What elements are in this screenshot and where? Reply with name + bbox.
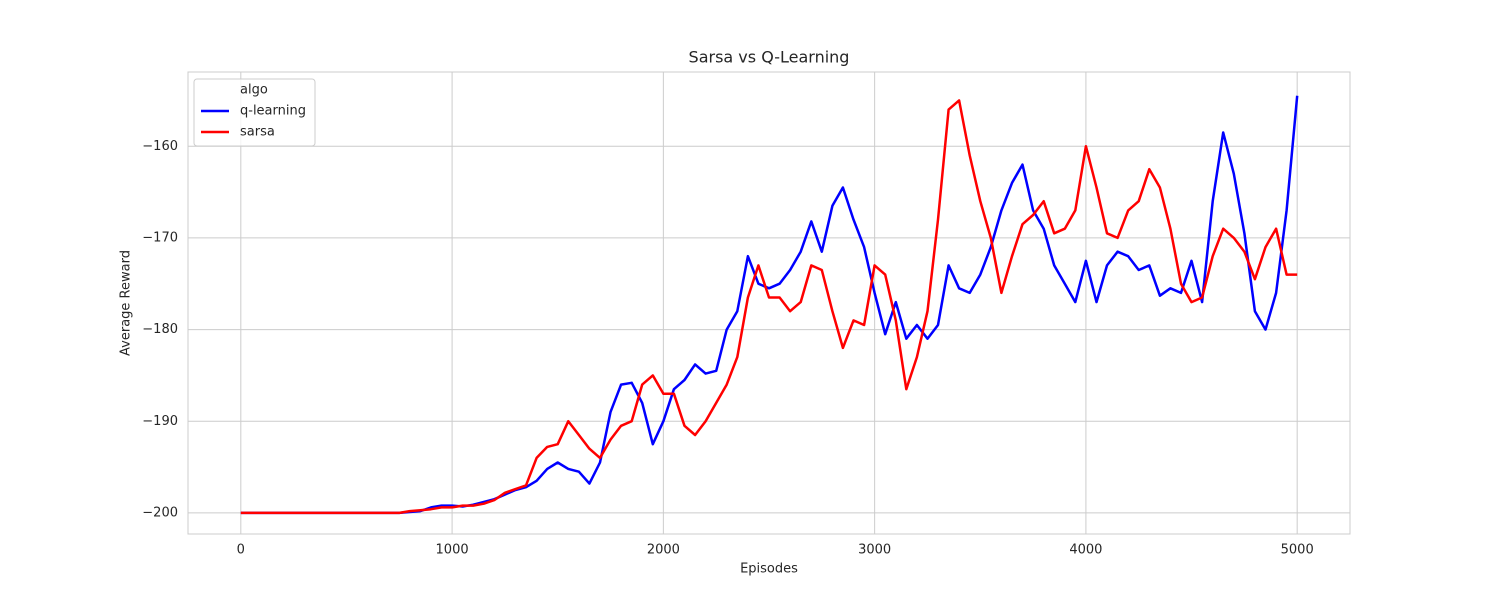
legend-title: algo [240, 83, 268, 98]
x-tick-label: 0 [237, 543, 245, 558]
x-tick-label: 2000 [647, 543, 680, 558]
series-line [240, 99, 1298, 515]
x-tick-label: 3000 [858, 543, 891, 558]
y-axis-label: Average Reward [119, 250, 134, 356]
legend-label: q-learning [240, 104, 306, 119]
chart-title: Sarsa vs Q-Learning [689, 48, 850, 67]
y-tick-label: −170 [142, 230, 178, 245]
legend-label: sarsa [240, 125, 275, 140]
plot-area [187, 71, 1351, 535]
x-axis-label: Episodes [740, 562, 798, 577]
x-tick-label: 1000 [436, 543, 469, 558]
x-tick-label: 4000 [1069, 543, 1102, 558]
y-tick-label: −190 [142, 414, 178, 429]
y-tick-label: −160 [142, 139, 178, 154]
y-tick-label: −180 [142, 322, 178, 337]
y-tick-label: −200 [142, 505, 178, 520]
legend-box [193, 78, 316, 147]
x-tick-label: 5000 [1281, 543, 1314, 558]
